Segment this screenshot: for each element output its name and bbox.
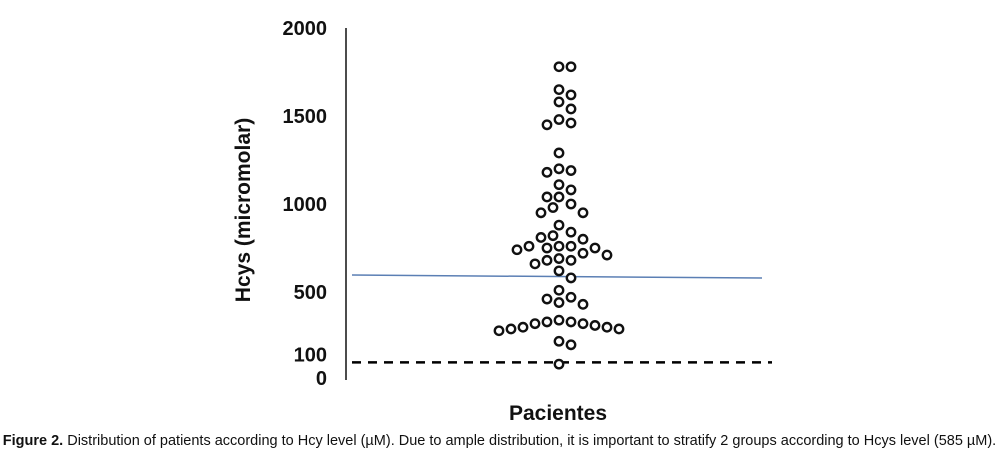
data-point xyxy=(553,61,565,73)
data-point xyxy=(541,119,553,131)
data-point xyxy=(547,202,559,213)
data-point xyxy=(553,114,565,125)
data-point xyxy=(565,117,577,129)
data-point xyxy=(541,242,553,254)
y-tick-label-0: 0 xyxy=(316,368,327,390)
data-point xyxy=(589,242,601,254)
data-point xyxy=(565,198,577,210)
data-point xyxy=(565,89,577,101)
data-point xyxy=(577,207,589,219)
data-point xyxy=(565,165,577,176)
data-point xyxy=(565,316,577,328)
data-point xyxy=(535,207,547,219)
data-point xyxy=(553,84,565,96)
data-point xyxy=(493,325,505,337)
y-tick-label-1000: 1000 xyxy=(283,194,328,216)
x-axis-title: Pacientes xyxy=(509,402,607,425)
data-point xyxy=(565,226,577,238)
data-point xyxy=(511,244,523,256)
data-point xyxy=(553,147,565,159)
y-tick-label-500: 500 xyxy=(294,282,327,304)
reference-line-threshold xyxy=(351,274,763,279)
data-point xyxy=(553,335,565,347)
data-point xyxy=(553,284,565,296)
data-point xyxy=(505,323,517,335)
data-point xyxy=(523,240,535,252)
data-point xyxy=(541,191,553,203)
data-point xyxy=(553,191,565,203)
data-point xyxy=(613,323,625,335)
y-axis-title: Hcys (micromolar) xyxy=(232,118,255,302)
data-point xyxy=(535,232,547,243)
data-point xyxy=(541,166,553,178)
data-point xyxy=(577,298,589,310)
data-point xyxy=(553,253,565,264)
y-tick-label-1500: 1500 xyxy=(283,106,328,128)
data-point xyxy=(553,96,565,108)
data-point xyxy=(529,318,541,330)
data-point xyxy=(553,265,565,277)
data-point xyxy=(553,163,565,175)
caption-label: Figure 2. xyxy=(2,433,64,449)
data-point xyxy=(517,321,529,333)
data-point xyxy=(577,247,589,259)
data-point xyxy=(553,297,565,308)
data-point xyxy=(601,249,613,261)
caption-text: Distribution of patients according to Hc… xyxy=(67,433,997,449)
data-point xyxy=(553,240,565,252)
data-point xyxy=(565,240,577,252)
data-point xyxy=(577,318,589,330)
data-point xyxy=(565,291,577,303)
data-point xyxy=(553,358,565,370)
data-point xyxy=(553,314,565,326)
data-point xyxy=(565,272,577,284)
data-point xyxy=(601,321,613,333)
data-point xyxy=(589,320,601,331)
data-point xyxy=(565,61,577,73)
data-point xyxy=(553,219,565,231)
data-point xyxy=(529,258,541,270)
data-point xyxy=(541,316,553,328)
y-tick-label-2000: 2000 xyxy=(283,18,328,40)
data-point xyxy=(541,293,553,305)
data-point xyxy=(553,179,565,191)
data-point xyxy=(541,254,553,266)
data-point xyxy=(565,339,577,351)
data-point xyxy=(565,254,577,266)
data-points xyxy=(493,61,625,370)
figure-caption: Figure 2. Distribution of patients accor… xyxy=(0,433,999,449)
data-point xyxy=(565,184,577,196)
data-point xyxy=(565,103,577,115)
y-tick-label-100: 100 xyxy=(294,344,327,366)
data-point xyxy=(577,233,589,245)
data-point xyxy=(547,230,559,242)
